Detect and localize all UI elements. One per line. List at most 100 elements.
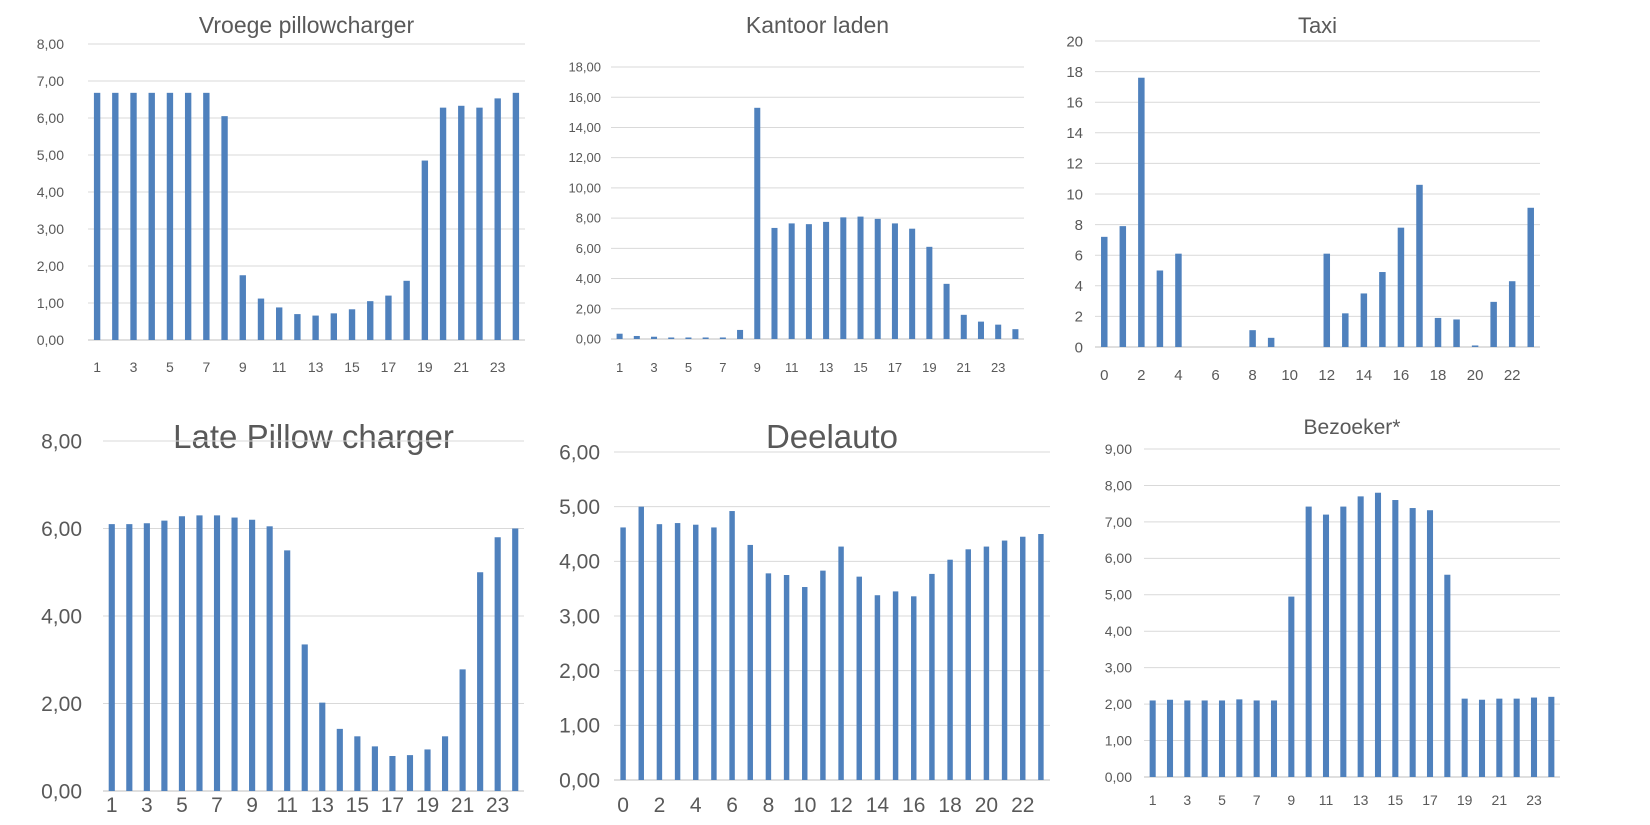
x-tick-label: 15 <box>346 794 369 817</box>
bar <box>1149 700 1156 777</box>
bar <box>1397 227 1405 347</box>
bar <box>266 526 273 791</box>
bar <box>1020 536 1026 780</box>
bar <box>354 736 361 791</box>
x-tick-label: 1 <box>616 360 623 375</box>
x-tick-label: 20 <box>1467 367 1484 384</box>
bar <box>874 218 881 339</box>
x-tick-label: 1 <box>93 359 101 375</box>
y-tick-label: 1,00 <box>37 295 64 311</box>
y-tick-label: 6,00 <box>41 518 82 541</box>
bar <box>1201 700 1208 777</box>
y-tick-label: 6,00 <box>37 110 64 126</box>
bar <box>1379 272 1386 347</box>
x-tick-label: 15 <box>344 359 360 375</box>
x-tick-label: 8 <box>1248 367 1256 384</box>
bar <box>184 92 192 340</box>
bar <box>166 92 174 340</box>
bar <box>1360 293 1368 347</box>
bar <box>802 587 808 780</box>
x-tick-label: 12 <box>829 794 852 817</box>
bar <box>1527 207 1534 347</box>
x-tick-label: 22 <box>1504 367 1521 384</box>
bar <box>1253 700 1260 777</box>
y-tick-label: 3,00 <box>559 605 600 628</box>
bar <box>1490 301 1497 347</box>
bar <box>765 573 772 780</box>
chart-title: Kantoor laden <box>746 12 889 38</box>
x-tick-label: 5 <box>176 794 188 817</box>
x-tick-label: 7 <box>211 794 223 817</box>
bar <box>874 595 881 780</box>
bar <box>112 92 119 340</box>
bar <box>1138 77 1145 347</box>
y-tick-label: 8,00 <box>37 36 64 52</box>
bar <box>737 329 744 339</box>
x-tick-label: 12 <box>1318 367 1335 384</box>
bar <box>943 283 950 339</box>
bar <box>512 528 519 791</box>
bar <box>221 116 228 341</box>
bar <box>823 221 830 339</box>
bar <box>93 92 101 340</box>
bar <box>909 228 916 339</box>
bar <box>143 523 150 791</box>
bar <box>929 573 935 780</box>
y-tick-label: 16 <box>1066 94 1083 111</box>
x-tick-label: 23 <box>1526 792 1542 808</box>
bar <box>1119 226 1127 347</box>
chart-title: Deelauto <box>766 418 898 455</box>
bar <box>367 301 374 340</box>
bar <box>977 321 984 339</box>
bar <box>1471 345 1479 347</box>
y-tick-label: 6,00 <box>576 241 601 256</box>
bar <box>638 506 644 780</box>
x-tick-label: 17 <box>381 794 404 817</box>
x-tick-label: 8 <box>763 794 775 817</box>
y-tick-label: 8 <box>1075 217 1083 234</box>
bar <box>1416 184 1423 347</box>
x-tick-label: 10 <box>1281 367 1298 384</box>
x-tick-label: 21 <box>957 360 971 375</box>
bar <box>130 92 137 340</box>
x-tick-label: 2 <box>1137 367 1145 384</box>
x-tick-label: 23 <box>490 359 506 375</box>
bar <box>494 537 501 791</box>
bar <box>685 337 692 339</box>
bar <box>512 92 520 340</box>
bar <box>294 314 301 340</box>
y-tick-label: 0,00 <box>41 780 82 803</box>
y-tick-label: 0,00 <box>576 332 601 347</box>
bar <box>788 223 795 339</box>
chart-title: Late Pillow charger <box>173 418 454 455</box>
x-tick-label: 21 <box>453 359 469 375</box>
bar <box>1305 506 1312 777</box>
bar <box>926 246 933 339</box>
x-tick-label: 0 <box>617 794 629 817</box>
bar <box>178 516 186 791</box>
bar <box>1166 699 1174 777</box>
bar <box>406 755 414 791</box>
x-tick-label: 13 <box>308 359 324 375</box>
bar <box>1012 329 1019 339</box>
bar <box>1461 698 1468 777</box>
bar <box>1288 596 1295 777</box>
chart-title: Bezoeker* <box>1304 416 1401 439</box>
bar <box>805 224 812 339</box>
x-tick-label: 21 <box>451 794 474 817</box>
y-tick-label: 7,00 <box>37 73 64 89</box>
x-tick-label: 19 <box>417 359 433 375</box>
y-tick-label: 8,00 <box>41 430 82 453</box>
y-tick-label: 8,00 <box>576 211 601 226</box>
bar <box>1001 540 1008 780</box>
bar <box>1478 699 1486 777</box>
bar <box>424 749 431 791</box>
y-tick-label: 9,00 <box>1105 441 1132 457</box>
x-tick-label: 5 <box>166 359 174 375</box>
x-tick-label: 23 <box>486 794 509 817</box>
x-tick-label: 3 <box>141 794 153 817</box>
bar <box>477 572 484 791</box>
bar <box>856 576 862 780</box>
y-tick-label: 7,00 <box>1105 514 1132 530</box>
bar <box>1101 236 1108 347</box>
